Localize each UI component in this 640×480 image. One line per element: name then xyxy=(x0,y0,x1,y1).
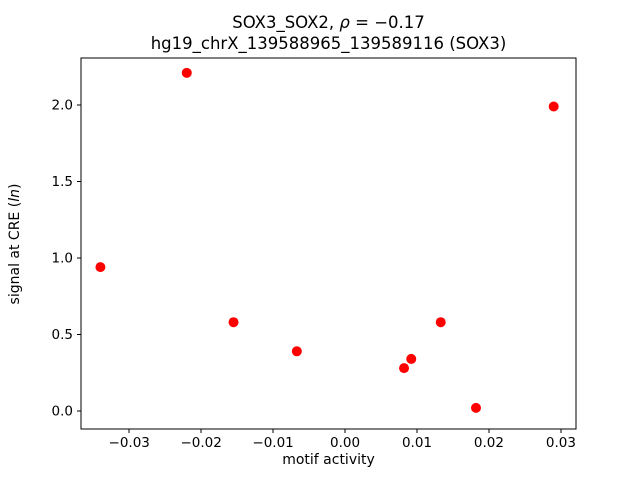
x-tick-label: 0.02 xyxy=(474,435,504,451)
data-point xyxy=(406,353,417,364)
x-tick-label: −0.01 xyxy=(252,435,293,451)
y-tick-label: 0.0 xyxy=(52,403,73,419)
x-tick-label: 0.03 xyxy=(546,435,576,451)
data-point xyxy=(435,317,446,328)
y-tick-label: 1.5 xyxy=(52,174,73,190)
chart-title: SOX3_SOX2, ρ = −0.17 hg19_chrX_139588965… xyxy=(81,12,576,54)
x-axis-label: motif activity xyxy=(282,452,375,468)
data-point xyxy=(228,317,239,328)
y-tick-label: 2.0 xyxy=(52,97,73,113)
y-axis-label: signal at CRE (ln) xyxy=(7,183,23,305)
chart-title-line1: SOX3_SOX2, ρ = −0.17 xyxy=(232,13,425,32)
data-point xyxy=(291,346,302,357)
y-tick-label: 0.5 xyxy=(52,327,73,343)
x-tick-label: −0.03 xyxy=(109,435,150,451)
y-tick-label: 1.0 xyxy=(52,250,73,266)
x-tick-label: 0.00 xyxy=(330,435,360,451)
data-point xyxy=(470,402,481,413)
x-tick-label: 0.01 xyxy=(402,435,432,451)
axes-frame xyxy=(80,57,577,430)
rho-symbol: ρ xyxy=(339,13,350,32)
data-point xyxy=(95,262,106,273)
data-point xyxy=(399,363,410,374)
data-point xyxy=(181,67,192,78)
chart-title-line2: hg19_chrX_139588965_139589116 (SOX3) xyxy=(150,34,507,53)
x-tick-label: −0.02 xyxy=(180,435,221,451)
data-point xyxy=(548,101,559,112)
